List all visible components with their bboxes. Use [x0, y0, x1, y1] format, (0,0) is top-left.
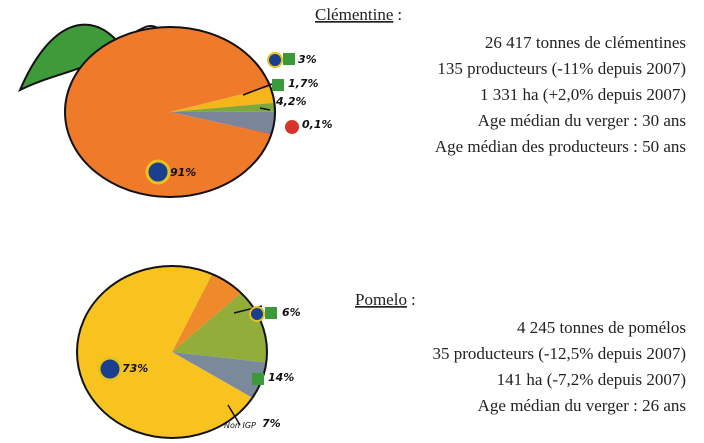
- title-colon: :: [397, 5, 402, 24]
- value-label: 73%: [122, 362, 148, 375]
- note-line: Age médian du verger : 26 ans: [478, 396, 686, 415]
- note-line: 1 331 ha (+2,0% depuis 2007): [480, 85, 686, 104]
- value-label: 0,1%: [302, 118, 333, 131]
- category-label: Non IGP: [224, 421, 256, 430]
- value-label: 1,7%: [288, 77, 319, 90]
- note-line: 35 producteurs (-12,5% depuis 2007): [432, 344, 686, 363]
- title-colon: :: [411, 290, 416, 309]
- note-line: Age médian des producteurs : 50 ans: [435, 137, 686, 156]
- section-title: Pomelo: [355, 290, 407, 309]
- value-label: 3%: [298, 53, 317, 66]
- section-title: Clémentine: [315, 5, 393, 24]
- note-line: 141 ha (-7,2% depuis 2007): [497, 370, 686, 389]
- note-line: Age médian du verger : 30 ans: [478, 111, 686, 130]
- value-label: 7%: [262, 417, 281, 430]
- note-line: 135 producteurs (-11% depuis 2007): [437, 59, 686, 78]
- page: 3% 1,7% 4,2% 0,1% 91% Clémentine: 26 417 tonne…: [0, 0, 704, 443]
- note-line: 26 417 tonnes de clémentines: [485, 33, 686, 52]
- infographic: 3% 1,7% 4,2% 0,1% 91% Clémentine: 26 417 tonne…: [0, 0, 704, 443]
- marks: [65, 27, 275, 438]
- value-label: 91%: [170, 166, 196, 179]
- note-line: 4 245 tonnes de pomélos: [517, 318, 686, 337]
- value-label: 6%: [282, 306, 301, 319]
- value-label: 14%: [268, 371, 294, 384]
- value-label: 4,2%: [275, 95, 307, 108]
